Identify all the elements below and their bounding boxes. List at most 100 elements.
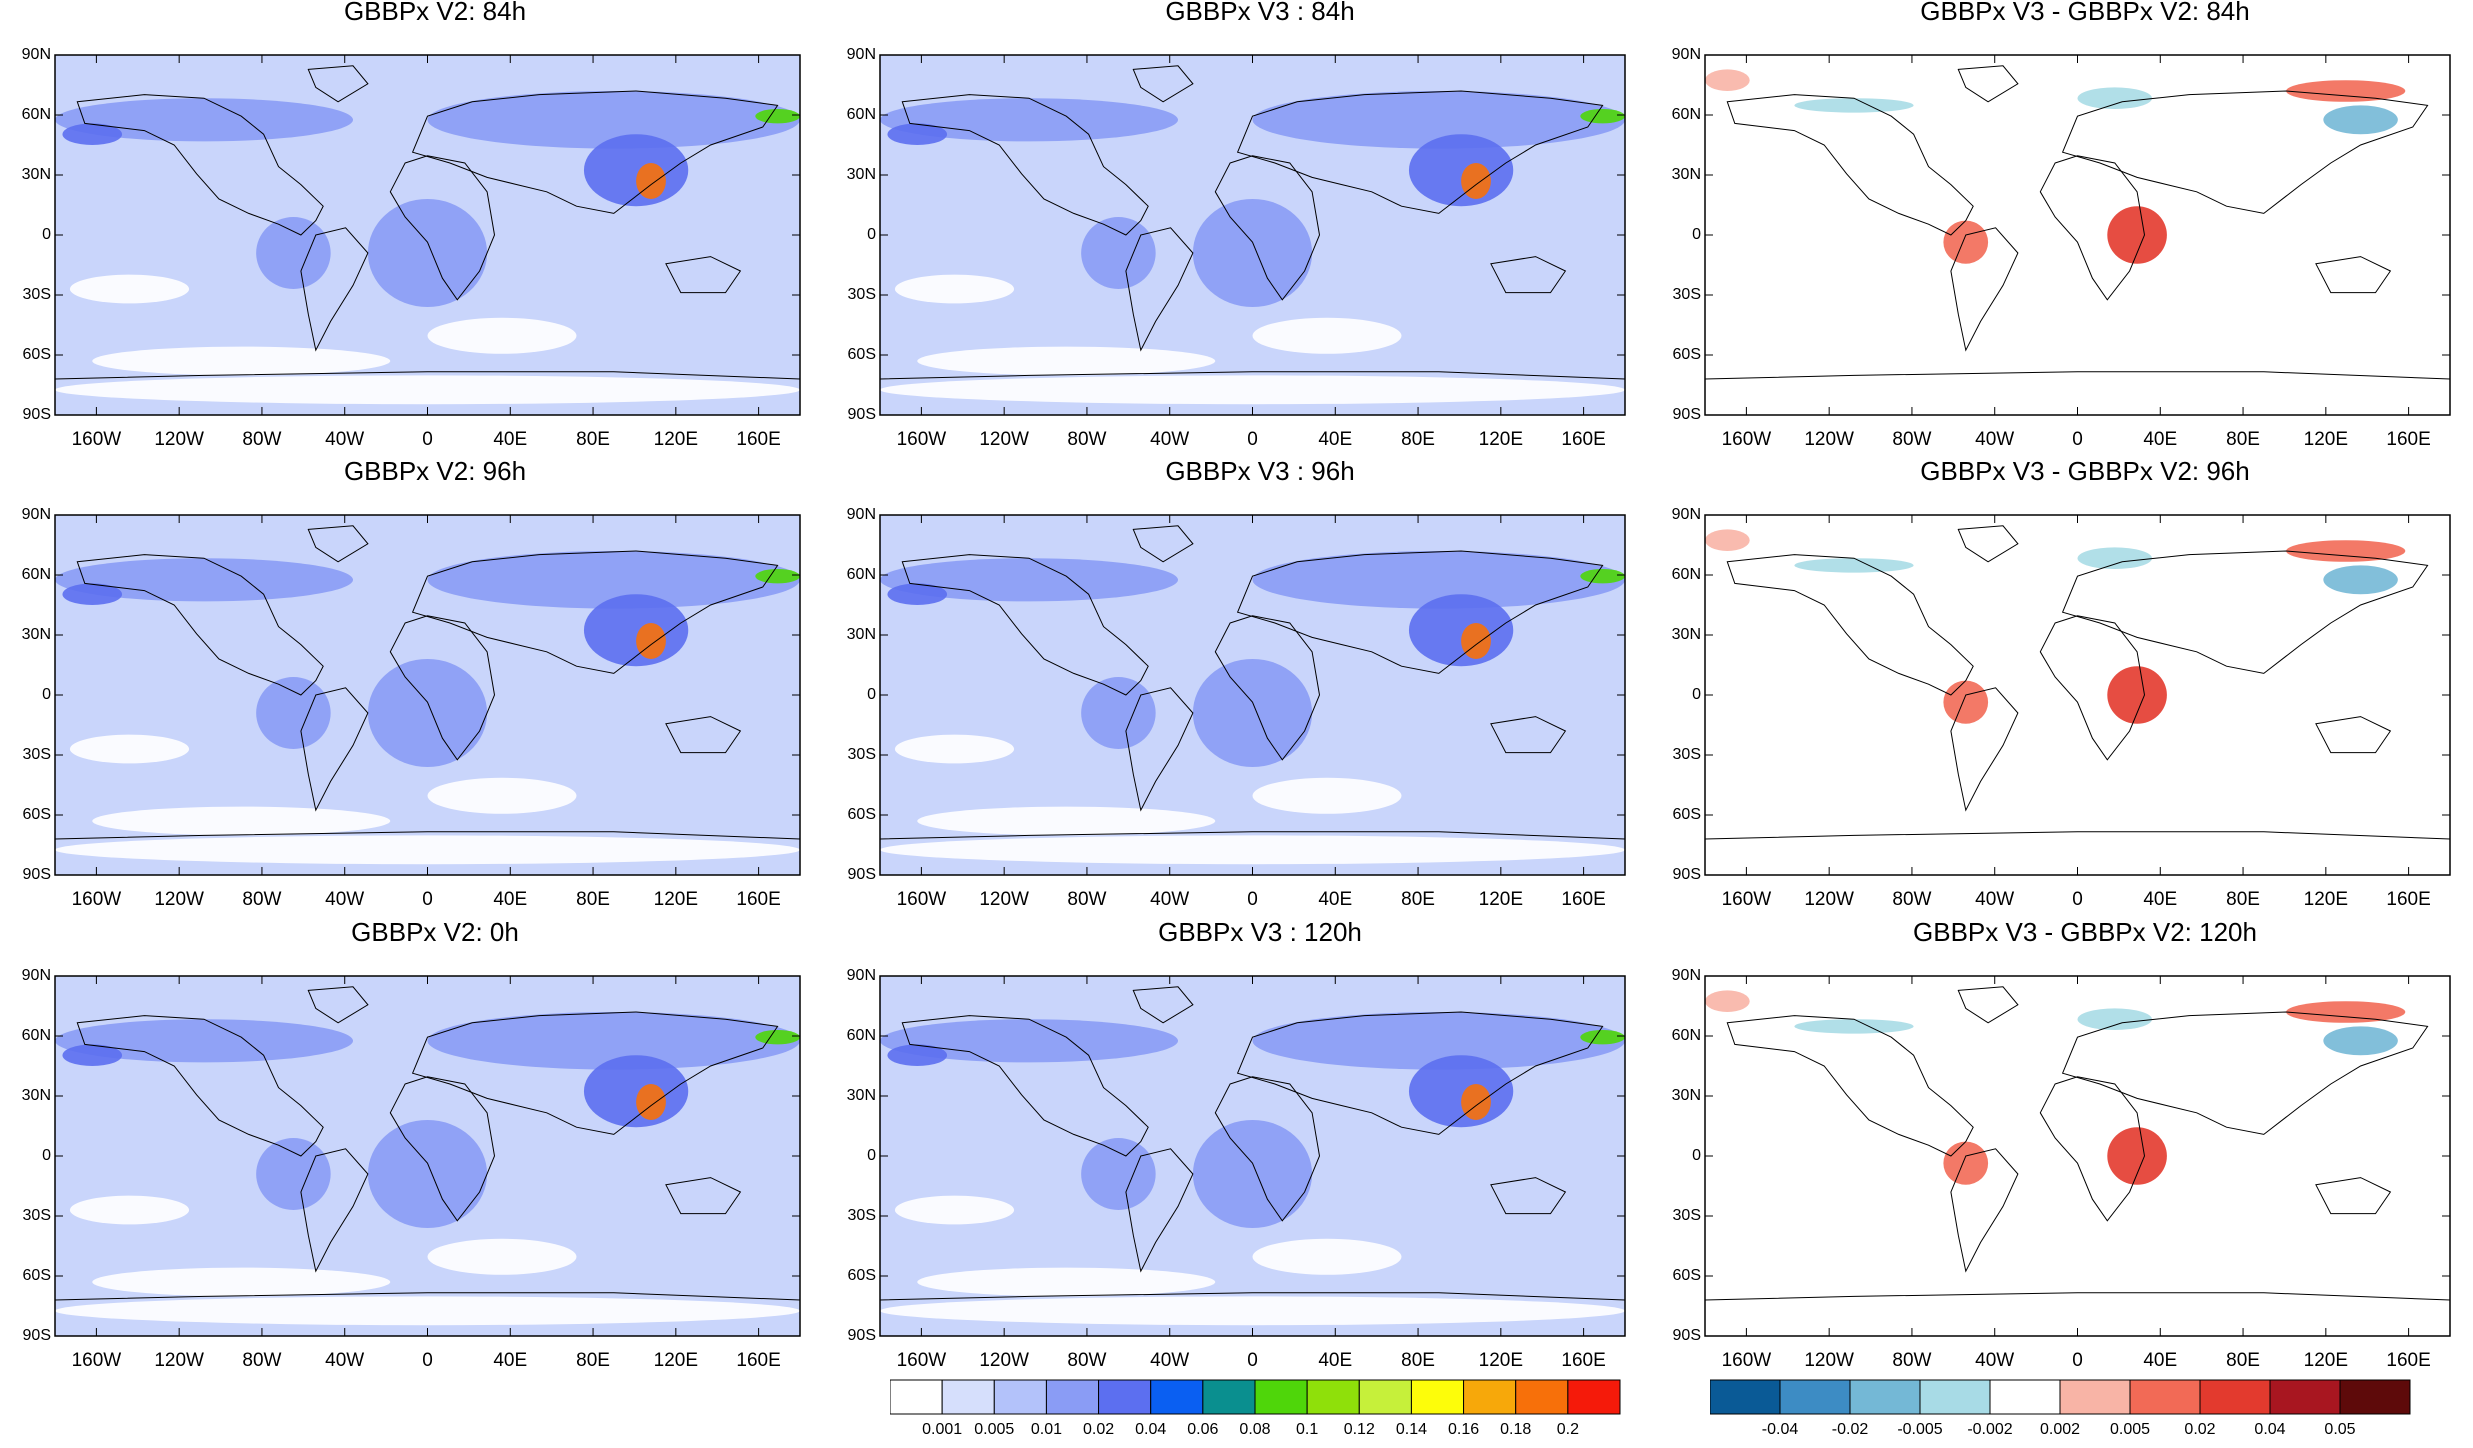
colorbar-label: 0.005 [2110,1421,2150,1438]
lon-tick-label: 80E [1401,889,1435,910]
colorbar-difference: -0.04 -0.02 -0.005 -0.002 0.002 0.005 0.02 0.04… [1710,1378,2430,1448]
lon-tick-label: 120E [1479,1350,1523,1371]
lat-tick-label: 60S [848,346,876,363]
lat-tick-label: 90S [848,866,876,883]
map-panel: GBBPx V2: 0h 90N 60N 30N 0 30S 60S 90S 160W 120W 8… [22,917,815,1371]
colorbar-label: 0.1 [1296,1421,1318,1438]
map-plot: 90N 60N 30N 0 30S 60S 90S 160W 120W 80W 40W 0 40E 80E… [1672,506,2451,910]
lon-tick-label: 0 [422,429,433,450]
colorbar-swatch [1515,1379,1569,1415]
lon-tick-label: 160W [897,429,947,450]
lat-tick-label: 60N [1672,1027,1701,1044]
colorbar-label: 0.005 [974,1421,1014,1438]
colorbar-label: -0.04 [1762,1421,1799,1438]
lon-tick-label: 120E [654,889,698,910]
lon-tick-label: 160W [1722,889,1772,910]
colorbar-swatch [1567,1379,1621,1415]
lat-tick-label: 90N [847,967,876,984]
panel-title: GBBPx V3 : 84h [1165,0,1355,26]
map-plot: 90N 60N 30N 0 30S 60S 90S 160W 120W 80W 40W 0 40E 80E… [847,46,1626,450]
lat-tick-label: 30N [847,166,876,183]
lon-tick-label: 80W [1892,1350,1931,1371]
lat-tick-label: 0 [867,686,876,703]
colorbar-swatch [1849,1379,1921,1415]
lon-tick-label: 160E [2386,1350,2430,1371]
lon-tick-label: 160W [72,1350,122,1371]
lon-tick-label: 160E [1561,889,1605,910]
lon-tick-label: 160E [1561,429,1605,450]
lat-tick-label: 30S [1673,746,1701,763]
lat-tick-label: 0 [1692,686,1701,703]
lat-tick-label: 0 [867,1147,876,1164]
lat-tick-label: 90S [1673,1327,1701,1344]
lat-tick-label: 60N [847,1027,876,1044]
lat-tick-label: 60S [23,806,51,823]
colorbar-label: 0.05 [2324,1421,2355,1438]
map-panel: GBBPx V3 - GBBPx V2: 120h 90N 60N 30N 0 30S 60… [1672,917,2465,1371]
lon-tick-label: 120W [154,429,204,450]
map-panel: GBBPx V3 : 96h 90N 60N 30N 0 30S 60S 90S 160W 120… [847,456,1640,910]
panel-title: GBBPx V2: 96h [343,456,527,486]
lon-tick-label: 160W [897,1350,947,1371]
lat-tick-label: 90S [1673,866,1701,883]
lon-tick-label: 40W [1975,1350,2014,1371]
panel-title: GBBPx V3 - GBBPx V2: 120h [1913,917,2257,947]
colorbar-swatch [2129,1379,2201,1415]
lat-tick-label: 90S [848,1327,876,1344]
colorbar-label: 0.02 [1083,1421,1114,1438]
map-panel: GBBPx V3 : 84h 90N 60N 30N 0 30S 60S 90S 160W 120… [847,0,1640,450]
lon-tick-label: 120W [1804,889,1854,910]
colorbar-swatch [2269,1379,2341,1415]
lon-tick-label: 80W [1067,889,1106,910]
colorbar-concentration: 0.001 0.005 0.01 0.02 0.04 0.06 0.08 0.1 0.12 0.1… [890,1378,1630,1448]
map-panel: GBBPx V3 - GBBPx V2: 84h 90N 60N 30N 0 30S 60S… [1672,0,2465,450]
colorbar-label: 0.16 [1448,1421,1479,1438]
lon-tick-label: 80W [1892,889,1931,910]
lon-tick-label: 40W [1975,889,2014,910]
colorbar-swatch [1710,1379,1781,1415]
lat-tick-label: 0 [1692,1147,1701,1164]
colorbar-swatch [2059,1379,2131,1415]
lon-tick-label: 120E [1479,889,1523,910]
colorbar-label: 0.001 [922,1421,962,1438]
lat-tick-label: 60N [847,106,876,123]
lon-tick-label: 120W [1804,1350,1854,1371]
lon-tick-label: 120E [2304,429,2348,450]
colorbar-swatch [1098,1379,1152,1415]
panel-title: GBBPx V3 : 96h [1165,456,1355,486]
lon-tick-label: 80E [2226,889,2260,910]
lat-tick-label: 30S [23,286,51,303]
colorbar-swatch [1202,1379,1256,1415]
map-plot: 90N 60N 30N 0 30S 60S 90S 160W 120W 80W 40W 0 40E 80E… [847,506,1626,910]
lon-tick-label: 160E [2386,429,2430,450]
colorbar-label: 0.14 [1396,1421,1427,1438]
lon-tick-label: 40W [1150,429,1189,450]
lat-tick-label: 60S [1673,1267,1701,1284]
colorbar-label: -0.002 [1967,1421,2012,1438]
colorbar-swatch [941,1379,995,1415]
map-plot: 90N 60N 30N 0 30S 60S 90S 160W 120W 80W 40W 0 40E 80E… [22,46,801,450]
lat-tick-label: 60N [22,566,51,583]
lon-tick-label: 0 [2072,429,2083,450]
colorbar-label: 0.08 [1239,1421,1270,1438]
lat-tick-label: 0 [42,1147,51,1164]
lon-tick-label: 0 [2072,1350,2083,1371]
lat-tick-label: 30N [847,1087,876,1104]
lat-tick-label: 90N [1672,967,1701,984]
lat-tick-label: 0 [867,226,876,243]
panel-title: GBBPx V3 - GBBPx V2: 96h [1920,456,2250,486]
lon-tick-label: 80E [1401,429,1435,450]
lat-tick-label: 30N [1672,166,1701,183]
lon-tick-label: 120W [1804,429,1854,450]
lat-tick-label: 90N [22,967,51,984]
lon-tick-label: 80E [2226,1350,2260,1371]
lon-tick-label: 80E [576,1350,610,1371]
lon-tick-label: 120E [1479,429,1523,450]
lon-tick-label: 40E [493,889,527,910]
colorbar-swatch [1150,1379,1204,1415]
lat-tick-label: 90N [22,46,51,63]
panel-title: GBBPx V2: 84h [343,0,527,26]
lon-tick-label: 160E [736,889,780,910]
map-panel: GBBPx V2: 96h 90N 60N 30N 0 30S 60S 90S 160W 120W… [22,456,815,910]
colorbar-swatch [993,1379,1047,1415]
